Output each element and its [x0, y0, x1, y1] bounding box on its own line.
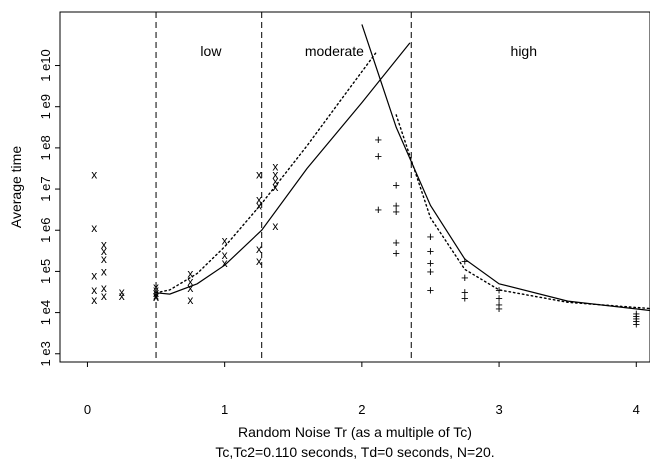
data-point-x: x	[272, 174, 278, 188]
plot-frame	[59, 11, 650, 363]
data-point-plus: +	[632, 306, 640, 321]
data-point-x: x	[101, 244, 107, 258]
data-point-x: x	[101, 281, 107, 295]
data-point-plus: +	[495, 301, 503, 316]
curve-solid-3	[361, 24, 650, 312]
data-point-x: x	[119, 289, 125, 303]
data-point-x: x	[256, 168, 262, 182]
y-tick-label: 1 e8	[38, 135, 53, 160]
data-point-plus: +	[375, 149, 383, 164]
data-point-x: x	[91, 293, 97, 307]
plus-marker-series: +++++++++++++++++++++ +++++	[375, 132, 641, 331]
data-point-x: x	[187, 293, 193, 307]
data-point-x: x	[153, 288, 159, 302]
data-point-x: x	[272, 159, 278, 173]
data-point-plus: +	[427, 256, 435, 271]
data-point-x: x	[153, 286, 159, 300]
data-point-x: x	[256, 199, 262, 213]
data-point-plus: +	[632, 313, 640, 328]
data-point-x: x	[91, 221, 97, 235]
data-point-plus: +	[427, 282, 435, 297]
data-point-x: x	[272, 219, 278, 233]
data-point-x: x	[153, 283, 159, 297]
model-curves	[155, 24, 650, 312]
curve-dotted-1	[155, 52, 377, 294]
data-point-x: x	[101, 238, 107, 252]
region-label-high: high	[511, 43, 537, 59]
data-point-plus: +	[427, 243, 435, 258]
data-point-plus: +	[427, 229, 435, 244]
data-point-plus: +	[427, 264, 435, 279]
data-point-plus: +	[632, 317, 640, 332]
y-axis-label: Average time	[8, 146, 24, 228]
data-point-x: x	[101, 264, 107, 278]
y-tick-label: 1 e7	[38, 176, 53, 201]
x-tick-label: 4	[633, 402, 640, 417]
x-tick-label: 3	[495, 402, 502, 417]
region-labels: low moderate high	[200, 43, 537, 59]
data-point-plus: +	[375, 202, 383, 217]
data-point-plus: +	[461, 285, 469, 300]
data-point-plus: +	[495, 297, 503, 312]
data-point-x: x	[91, 269, 97, 283]
data-point-plus: +	[632, 308, 640, 323]
data-point-plus: +	[392, 198, 400, 213]
x-tick-label: 0	[84, 402, 91, 417]
y-tick-label: 1 e9	[38, 94, 53, 119]
data-point-plus: +	[495, 291, 503, 306]
data-point-x: x	[91, 283, 97, 297]
x-tick-label: 2	[358, 402, 365, 417]
curve-solid-2	[155, 42, 411, 295]
data-point-plus: +	[461, 270, 469, 285]
data-point-plus: +	[392, 177, 400, 192]
region-boundaries	[155, 12, 412, 362]
data-point-x: x	[101, 289, 107, 303]
data-point-x: x	[153, 280, 159, 294]
data-point-x: x	[153, 290, 159, 304]
data-point-x: x	[256, 254, 262, 268]
x-axis-subtitle: Tc,Tc2=0.110 seconds, Td=0 seconds, N=20…	[215, 444, 494, 460]
data-point-x: x	[272, 180, 278, 194]
x-tick-label: 1	[221, 402, 228, 417]
data-point-plus: +	[392, 235, 400, 250]
data-point-x: x	[222, 256, 228, 270]
data-point-plus: +	[392, 204, 400, 219]
curve-dotted-4	[395, 114, 650, 310]
data-point-x: x	[119, 285, 125, 299]
x-axis: 0 1 2 3 4	[84, 362, 640, 417]
data-point-x: x	[187, 275, 193, 289]
data-point-plus: +	[375, 132, 383, 147]
data-point-plus: +	[392, 245, 400, 260]
data-point-x: x	[187, 266, 193, 280]
region-label-moderate: moderate	[305, 43, 364, 59]
data-point-x: x	[91, 168, 97, 182]
data-point-x: x	[101, 252, 107, 266]
y-tick-label: 1 e5	[38, 259, 53, 284]
y-tick-label: 1 e4	[38, 300, 53, 325]
data-point-plus: +	[495, 282, 503, 297]
data-point-plus: +	[461, 254, 469, 269]
data-point-x: x	[222, 248, 228, 262]
y-axis: 1 e3 1 e4 1 e5 1 e6 1 e7 1 e8 1 e9 1 e10	[38, 49, 60, 366]
y-tick-label: 1 e3	[38, 341, 53, 366]
data-point-x: x	[272, 168, 278, 182]
y-tick-label: 1 e10	[38, 49, 53, 82]
data-point-x: x	[256, 192, 262, 206]
data-point-x: x	[187, 281, 193, 295]
y-tick-label: 1 e6	[38, 218, 53, 243]
data-point-plus: +	[632, 311, 640, 326]
x-axis-label: Random Noise Tr (as a multiple of Tc)	[238, 424, 472, 440]
data-point-x: x	[222, 234, 228, 248]
data-point-plus: +	[461, 291, 469, 306]
region-label-low: low	[200, 43, 222, 59]
data-point-x: x	[256, 242, 262, 256]
